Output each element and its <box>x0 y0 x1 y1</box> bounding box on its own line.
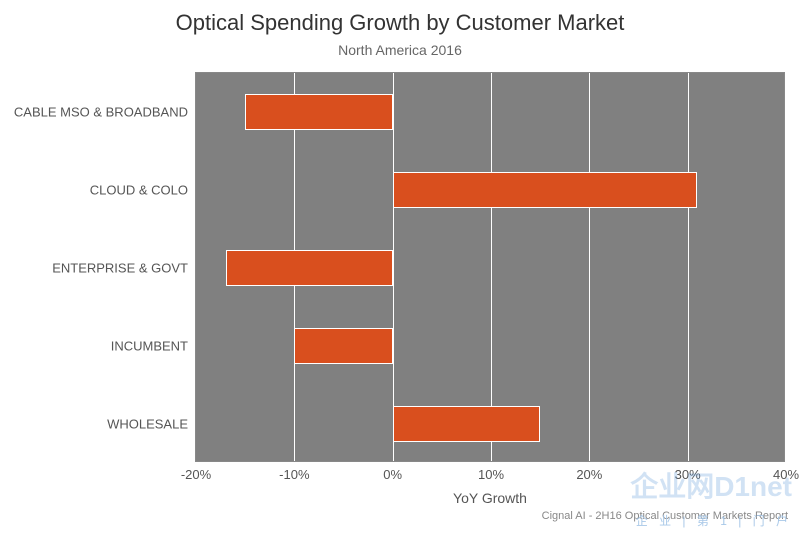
x-tick-label: -10% <box>279 467 309 482</box>
bar <box>393 406 541 442</box>
plot-area: -20%-10%0%10%20%30%40%CABLE MSO & BROADB… <box>195 72 785 462</box>
gridline <box>589 73 590 461</box>
bar <box>245 94 393 130</box>
x-tick-label: 10% <box>478 467 504 482</box>
chart-subtitle: North America 2016 <box>0 42 800 58</box>
category-label: CLOUD & COLO <box>90 183 188 198</box>
category-label: WHOLESALE <box>107 417 188 432</box>
category-label: CABLE MSO & BROADBAND <box>14 105 188 120</box>
gridline <box>688 73 689 461</box>
category-label: INCUMBENT <box>111 339 188 354</box>
bar <box>294 328 392 364</box>
x-tick-label: 20% <box>576 467 602 482</box>
bar <box>226 250 393 286</box>
bar <box>393 172 698 208</box>
chart-title: Optical Spending Growth by Customer Mark… <box>0 10 800 36</box>
watermark-text: 企 业 | 第 1 | 门 户 <box>636 512 792 529</box>
gridline <box>393 73 394 461</box>
gridline <box>491 73 492 461</box>
x-tick-label: 0% <box>383 467 402 482</box>
category-label: ENTERPRISE & GOVT <box>52 261 188 276</box>
chart-container: Optical Spending Growth by Customer Mark… <box>0 0 800 533</box>
x-tick-label: -20% <box>181 467 211 482</box>
watermark-logo: 企业网D1net <box>630 465 792 505</box>
